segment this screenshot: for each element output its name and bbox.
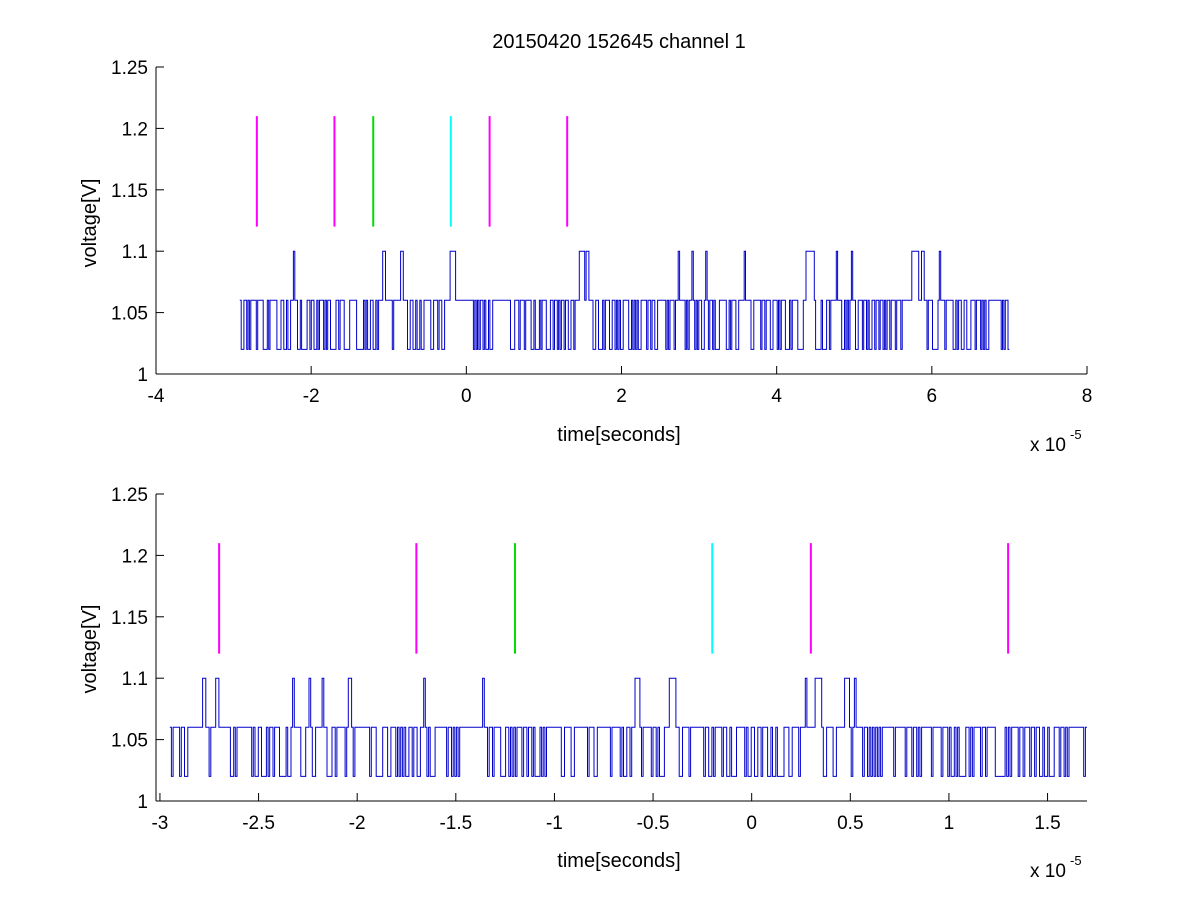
bottom-y-tick-label: 1 bbox=[137, 792, 148, 813]
top-x-tick-label: -2 bbox=[303, 386, 320, 407]
bottom-x-tick-label: -1.5 bbox=[439, 813, 472, 834]
top-subplot: -4 -2 0 2 4 6 8 1 1.05 1.1 1.15 1.2 1.25 time[second… bbox=[79, 58, 1092, 456]
bottom-x-tick-label: 1 bbox=[944, 813, 955, 834]
bottom-x-tick-label: -3 bbox=[151, 813, 168, 834]
bottom-signal-series bbox=[169, 677, 1087, 777]
bottom-x-tick-label: 0.5 bbox=[837, 813, 863, 834]
bottom-x-tick-label: -2 bbox=[349, 813, 366, 834]
top-signal-series bbox=[239, 250, 1010, 350]
bottom-x-tick-label: 0 bbox=[746, 813, 757, 834]
top-x-multiplier-exponent: -5 bbox=[1070, 427, 1082, 442]
bottom-y-tick-label: 1.2 bbox=[122, 546, 148, 567]
bottom-x-multiplier-exponent: -5 bbox=[1070, 853, 1082, 868]
bottom-y-tick-label: 1.15 bbox=[111, 608, 148, 629]
top-y-axis-label: voltage[V] bbox=[79, 179, 101, 268]
top-y-tick-label: 1.05 bbox=[111, 304, 148, 325]
top-x-tick-label: 8 bbox=[1082, 386, 1093, 407]
top-x-tick-label: 0 bbox=[461, 386, 472, 407]
bottom-x-tick-label: -1 bbox=[546, 813, 563, 834]
bottom-y-tick-label: 1.1 bbox=[122, 669, 148, 690]
top-x-axis-label: time[seconds] bbox=[557, 424, 680, 446]
top-x-tick-label: 6 bbox=[927, 386, 938, 407]
top-y-tick-label: 1.2 bbox=[122, 119, 148, 140]
top-x-multiplier: x 10 bbox=[1030, 435, 1066, 456]
bottom-x-multiplier: x 10 bbox=[1030, 861, 1066, 882]
top-y-tick-label: 1 bbox=[137, 365, 148, 386]
top-x-tick-label: -4 bbox=[148, 386, 165, 407]
top-y-tick-label: 1.15 bbox=[111, 181, 148, 202]
bottom-subplot: -3 -2.5 -2 -1.5 -1 -0.5 0 0.5 1 1.5 1 1.05 1.1 1.15 1.… bbox=[79, 485, 1087, 882]
figure-title: 20150420 152645 channel 1 bbox=[492, 31, 746, 53]
bottom-y-axis-label: voltage[V] bbox=[79, 605, 101, 694]
bottom-x-tick-label: 1.5 bbox=[1034, 813, 1060, 834]
bottom-y-tick-label: 1.05 bbox=[111, 731, 148, 752]
bottom-x-tick-label: -0.5 bbox=[637, 813, 670, 834]
top-y-tick-label: 1.1 bbox=[122, 242, 148, 263]
bottom-y-tick-label: 1.25 bbox=[111, 485, 148, 506]
top-x-tick-label: 4 bbox=[771, 386, 782, 407]
bottom-x-tick-label: -2.5 bbox=[242, 813, 275, 834]
top-x-tick-label: 2 bbox=[616, 386, 627, 407]
top-y-tick-label: 1.25 bbox=[111, 58, 148, 79]
bottom-x-axis-label: time[seconds] bbox=[557, 850, 680, 872]
